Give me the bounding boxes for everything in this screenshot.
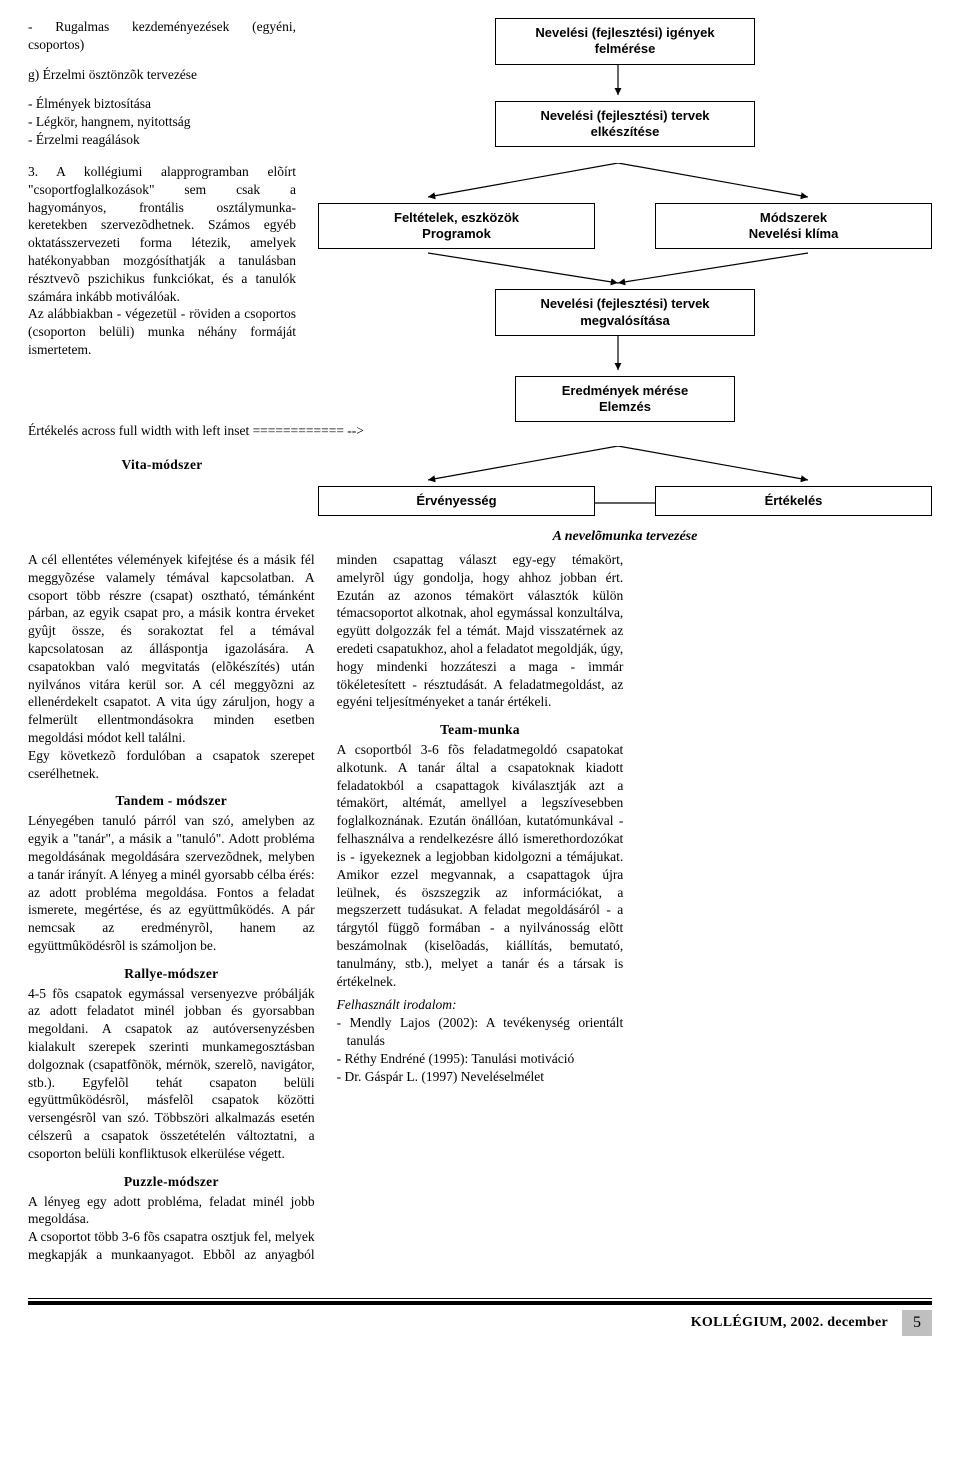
chart-caption: A nevelõmunka tervezése	[318, 528, 932, 546]
flow-top: Nevelési (fejlesztési) igények felmérése…	[318, 18, 932, 149]
bib-heading: Felhasznált irodalom:	[337, 997, 457, 1012]
footer-rule	[28, 1298, 932, 1304]
heading-vita: Vita-módszer	[28, 456, 296, 474]
para-tandem: Lényegében tanuló párról van szó, amelyb…	[28, 812, 315, 955]
flow-node-text: Nevelési (fejlesztési) tervek	[540, 108, 709, 123]
para-team: A csoportból 3-6 fõs feladatmegoldó csap…	[337, 741, 624, 990]
page-footer: KOLLÉGIUM, 2002. december 5	[28, 1298, 932, 1350]
heading-rallye: Rallye-módszer	[28, 965, 315, 983]
flow-mid: Feltételek, eszközök Programok Módszerek…	[318, 163, 932, 423]
flow-node-text: felmérése	[595, 41, 656, 56]
flow-bottom-row: Vita-módszer Érvényesség Értékelés	[28, 446, 932, 510]
flow-node-feltetelek: Feltételek, eszközök Programok	[318, 203, 595, 250]
vita-intro: Vita-módszer	[28, 446, 296, 510]
para-rallye: 4-5 fõs csapatok egymással versenyezve p…	[28, 985, 315, 1163]
para-vita2: Egy következõ fordulóban a csapatok szer…	[28, 747, 315, 783]
para-vita: A cél ellentétes vélemények kifejtése és…	[28, 551, 315, 747]
g-heading: g) Érzelmi ösztönzõk tervezése	[28, 66, 296, 84]
flow-node-text: Elemzés	[599, 399, 651, 414]
para-puzzle: A lényeg egy adott probléma, feladat min…	[28, 1193, 315, 1229]
para3-col: 3. A kollégiumi alapprogramban elõírt "c…	[28, 163, 296, 423]
flow-node-text: Értékelés	[765, 493, 823, 508]
branch-arrows-icon	[318, 163, 918, 203]
flow-node-text: megvalósítása	[580, 313, 670, 328]
flow-node-eredmenyek: Eredmények mérése Elemzés	[515, 376, 735, 423]
flow-node-text: Módszerek	[760, 210, 827, 225]
body-columns: A cél ellentétes vélemények kifejtése és…	[28, 551, 932, 1276]
flow-node-ertekeles: Értékelés	[655, 486, 932, 516]
flow-node-ervenyesseg: Érvényesség	[318, 486, 595, 516]
flow-node-text: Nevelési klíma	[749, 226, 839, 241]
bullet-rugalmas: - Rugalmas kezdeményezések (egyéni, csop…	[28, 18, 296, 54]
bullet-legkor: - Légkör, hangnem, nyitottság	[28, 113, 296, 131]
bibliography: Felhasznált irodalom: - Mendly Lajos (20…	[337, 996, 624, 1085]
mid-section: 3. A kollégiumi alapprogramban elõírt "c…	[28, 163, 932, 423]
bullet-erzelmi: - Érzelmi reagálások	[28, 131, 296, 149]
flow-node-text: Programok	[422, 226, 491, 241]
arrow-down-icon	[318, 336, 918, 376]
flow-row-ervenyesseg-ertekeles: Érvényesség Értékelés	[318, 486, 932, 516]
flow-node-modszerek: Módszerek Nevelési klíma	[655, 203, 932, 250]
flow-node-igenyek: Nevelési (fejlesztési) igények felmérése	[495, 18, 755, 65]
page-number: 5	[902, 1310, 932, 1336]
flow-node-megvalositasa: Nevelési (fejlesztési) tervek megvalósít…	[495, 289, 755, 336]
para3: 3. A kollégiumi alapprogramban elõírt "c…	[28, 163, 296, 306]
flow-node-text: Nevelési (fejlesztési) tervek	[540, 296, 709, 311]
flow-node-text: Érvényesség	[416, 493, 496, 508]
arrow-down-icon	[318, 65, 918, 101]
branch-arrows-icon	[318, 446, 918, 486]
heading-puzzle: Puzzle-módszer	[28, 1173, 315, 1191]
bib-item: - Dr. Gáspár L. (1997) Neveléselmélet	[337, 1068, 624, 1086]
issue-label: KOLLÉGIUM, 2002. december	[691, 1314, 888, 1332]
top-left-text: - Rugalmas kezdeményezések (egyéni, csop…	[28, 18, 296, 149]
flow-node-text: Nevelési (fejlesztési) igények	[535, 25, 714, 40]
heading-tandem: Tandem - módszer	[28, 792, 315, 810]
flow-node-text: elkészítése	[591, 124, 660, 139]
top-section: - Rugalmas kezdeményezések (egyéni, csop…	[28, 18, 932, 149]
flow-row-feltetelek-modszerek: Feltételek, eszközök Programok Módszerek…	[318, 203, 932, 250]
merge-arrows-icon	[318, 249, 918, 289]
heading-team: Team-munka	[337, 721, 624, 739]
bib-item: - Réthy Endréné (1995): Tanulási motivác…	[337, 1050, 624, 1068]
flow-node-text: Eredmények mérése	[562, 383, 688, 398]
bullet-elmenyek: - Élmények biztosítása	[28, 95, 296, 113]
bib-item: - Mendly Lajos (2002): A tevékenység ori…	[337, 1014, 624, 1050]
para3b: Az alábbiakban - végezetül - röviden a c…	[28, 305, 296, 358]
flow-node-text: Feltételek, eszközök	[394, 210, 519, 225]
flow-node-tervek-elkeszitese: Nevelési (fejlesztési) tervek elkészítés…	[495, 101, 755, 148]
flow-bottom: Érvényesség Értékelés	[318, 446, 932, 510]
